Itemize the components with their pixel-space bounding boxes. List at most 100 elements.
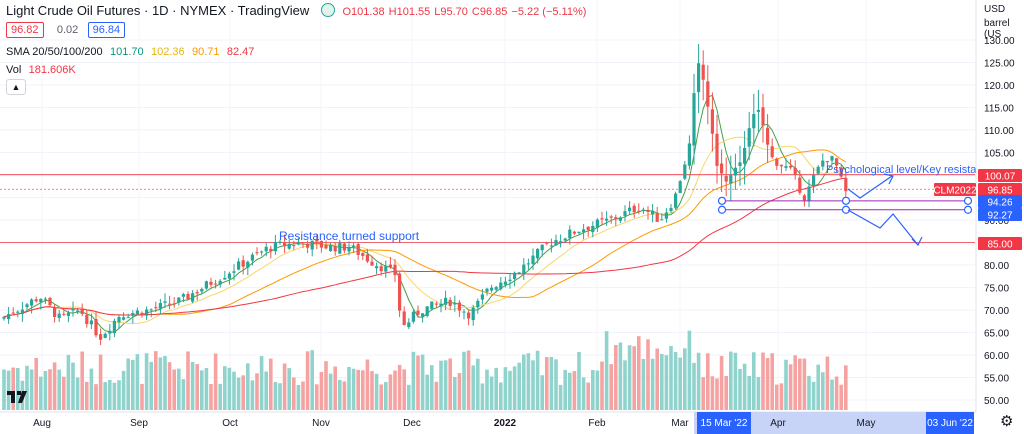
sma-value-200: 82.47 [226,46,255,58]
volume-bar [126,358,130,410]
volume-bar [328,373,333,410]
candle-body [503,281,507,285]
volume-bar [816,364,820,410]
volume-bar [75,377,80,410]
candle-body [706,81,710,107]
volume-bar [393,370,397,410]
price-label-last-box [978,183,1022,196]
candle-body [283,242,287,247]
volume-bar [503,367,508,410]
candle-body [39,298,43,303]
volume-bar [632,346,636,410]
tradingview-logo-icon[interactable] [5,387,31,407]
volume-bar [236,377,241,410]
volume-bar [71,362,75,410]
volume-bar [627,345,632,410]
candle-body [296,241,300,245]
drawing-handle [963,196,973,205]
candle-body [260,251,264,253]
candle-body [117,317,121,323]
price-tick: 50.00 [984,396,1009,407]
candle-body [384,266,388,272]
chevron-up-icon[interactable]: ▲ [6,79,26,95]
volume-bar [29,369,34,410]
candle-body [319,240,323,248]
volume-legend[interactable]: Vol 181.606K [6,62,80,76]
candle-body [204,281,208,289]
price-label-channel-top-box [978,195,1022,208]
volume-bar [374,373,379,410]
volume-bar [241,375,245,410]
volume-bar [448,358,452,410]
candle-body [250,254,254,261]
volume-bar [333,366,337,410]
candle-body [480,294,484,300]
candle-body [476,300,480,308]
volume-bar [402,369,406,410]
moving-averages [3,94,847,333]
sma-legend[interactable]: SMA 20/50/100/200 101.70 102.36 90.71 82… [6,44,258,58]
volume-bar [701,377,705,410]
candle-body [2,316,6,319]
volume-bar [246,363,250,410]
volume-bar [296,384,301,410]
unit-label: barrel (US [984,18,1010,40]
date-tick: Aug [33,418,51,429]
candle-body [126,317,130,319]
volume-bar [117,380,121,410]
symbol-title[interactable]: Light Crude Oil Futures · 1D · NYMEX · T… [6,3,310,18]
volume-bar [48,369,52,410]
candle-body [485,288,489,292]
volume-bar [779,383,784,410]
settings-gear-icon[interactable]: ⚙ [1000,413,1014,430]
volume-bar [595,370,600,410]
volume-bar [347,366,351,410]
candle-body [140,312,144,316]
price-label-85-box [978,237,1022,250]
volume-bar [85,381,89,410]
candle-body [522,264,526,275]
date-tick: Sep [130,418,148,429]
sma-value-100: 90.71 [191,46,220,58]
volume-bar [89,368,94,410]
candle-body [168,303,172,305]
candlesticks [2,43,848,346]
candle-body [830,156,834,161]
candle-body [568,229,572,239]
volume-bar [499,382,503,410]
candle-body [756,109,760,112]
volume-bar [154,351,158,410]
candle-body [181,294,185,297]
volume-bar [453,376,457,410]
horizontal-lines [0,174,975,243]
ask-price[interactable]: 96.84 [87,22,126,38]
volume-bar [282,363,287,410]
candle-body [559,241,563,243]
bid-price[interactable]: 96.82 [6,22,44,38]
candle-body [172,303,176,305]
candle-body [112,320,116,334]
volume-bar [186,351,190,410]
volume-bar [577,351,581,410]
volume-bar [471,365,475,410]
candle-body [278,241,282,243]
candle-body [356,244,360,255]
candle-body [517,272,521,274]
candle-body [664,212,668,219]
price-tick: 70.00 [984,306,1009,317]
volume-bar [232,371,236,410]
candle-body [784,166,788,168]
candle-body [595,219,599,228]
candle-body [738,162,742,167]
candle-body [697,63,701,93]
candle-body [540,244,544,251]
candle-body [76,310,80,312]
range-highlight [694,412,926,434]
candle-body [835,158,839,166]
volume-bar [163,355,167,410]
volume-bar [650,358,655,410]
volume-bar [554,359,558,410]
candle-body [191,293,195,302]
candle-body [393,264,397,276]
